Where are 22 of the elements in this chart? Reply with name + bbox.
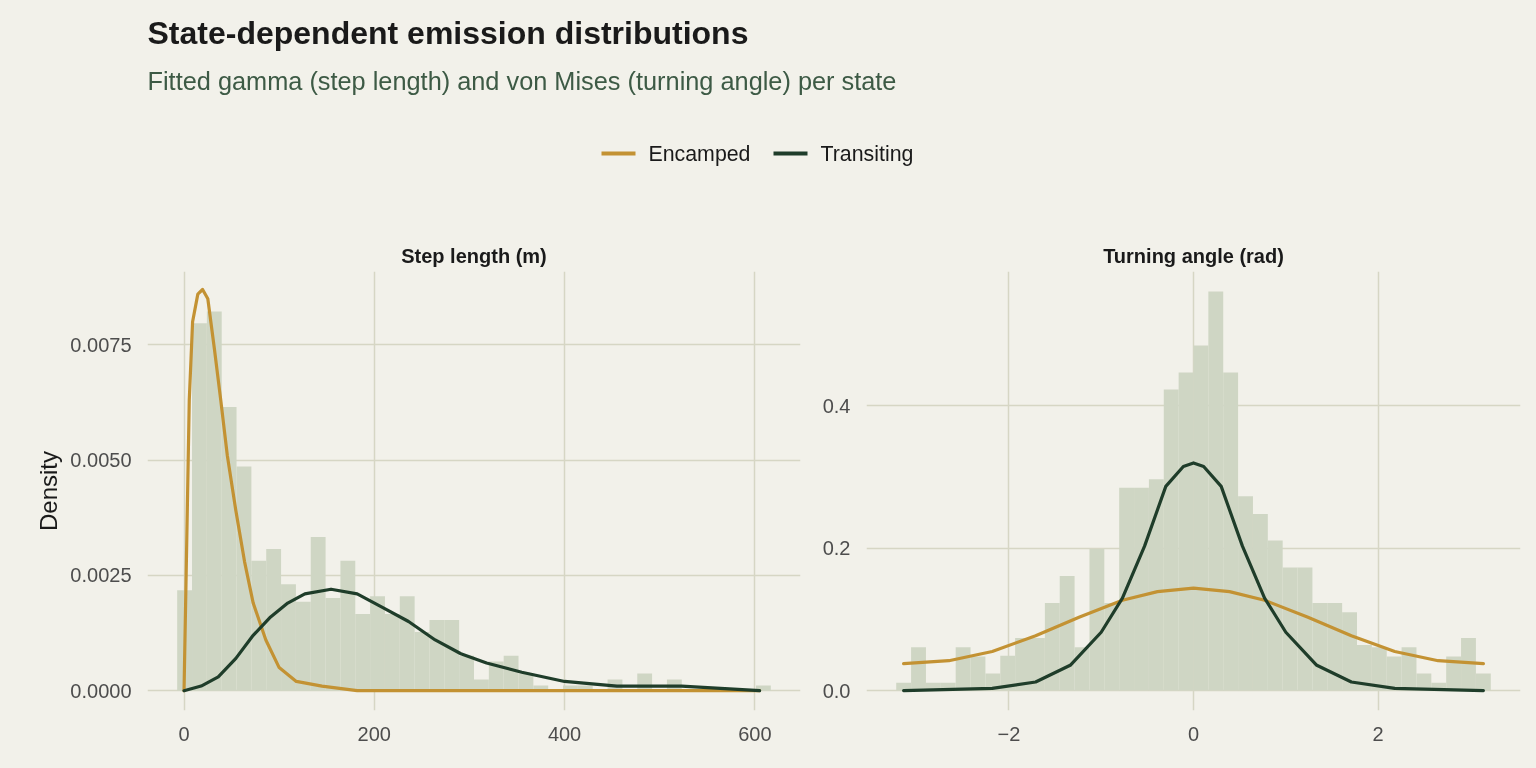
x-tick-label: 0 (1187, 722, 1200, 745)
x-tick-label: 400 (547, 722, 582, 745)
y-tick-label: 0.0 (822, 679, 851, 702)
x-tick-label: −2 (997, 722, 1021, 745)
x-tick-label: 200 (357, 722, 391, 745)
chart-title: State-dependent emission distributions (147, 14, 749, 51)
x-tick-label: 600 (738, 722, 772, 745)
legend-label: Transiting (820, 141, 914, 166)
y-axis-title: Density (35, 450, 63, 532)
x-axis-title: Step length (m) (401, 244, 547, 267)
y-tick-label: 0.0025 (70, 564, 132, 587)
chart-subtitle: Fitted gamma (step length) and von Mises (turning angle) per state (147, 66, 897, 95)
y-tick-label: 0.4 (822, 394, 851, 417)
line-series (902, 586, 1485, 666)
x-tick-label: 0 (178, 722, 190, 745)
y-tick-label: 0.0075 (70, 333, 132, 356)
x-tick-label: 2 (1372, 722, 1384, 745)
y-tick-label: 0.0050 (70, 449, 132, 472)
y-tick-label: 0.2 (822, 537, 851, 560)
y-tick-label: 0.0000 (70, 679, 132, 702)
legend-label: Encamped (648, 141, 751, 166)
x-axis-title: Turning angle (rad) (1103, 244, 1284, 267)
